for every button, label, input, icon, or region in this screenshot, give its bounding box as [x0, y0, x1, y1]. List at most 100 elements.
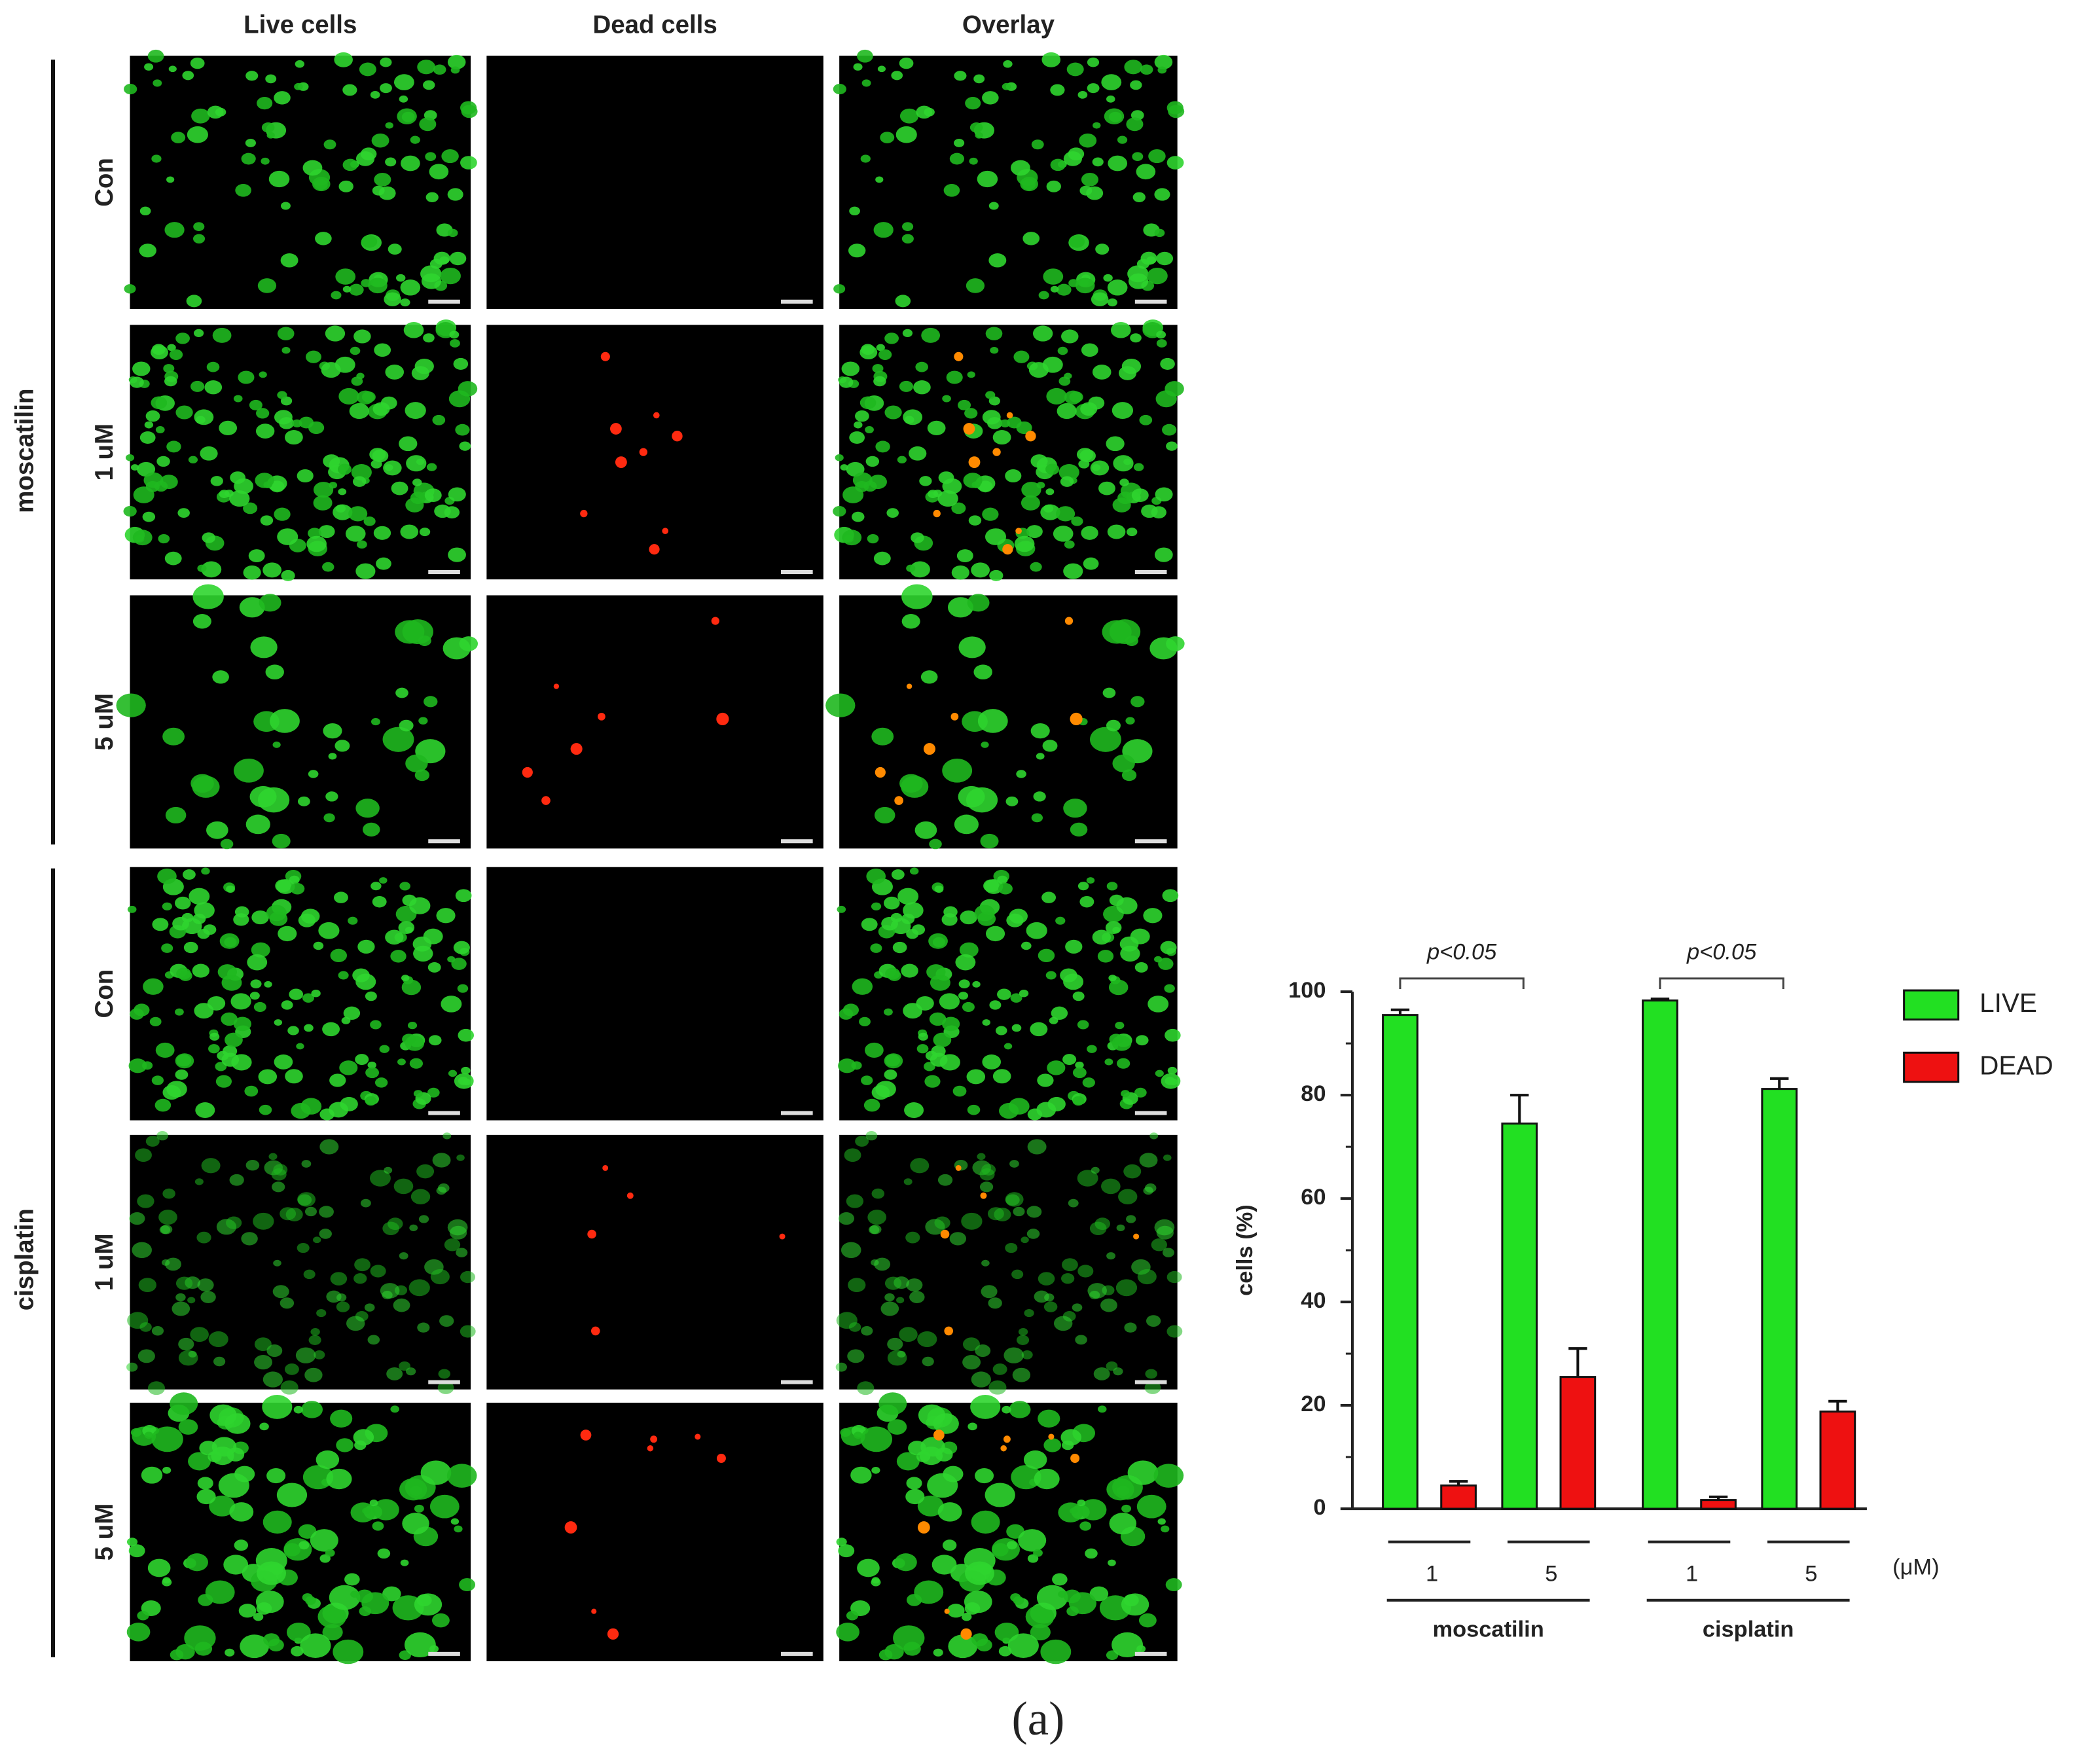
live-cell	[165, 1257, 181, 1271]
live-cell	[384, 1166, 393, 1174]
live-cell	[355, 1054, 369, 1065]
live-cell	[281, 1000, 293, 1010]
live-cell	[126, 1362, 138, 1372]
live-cell	[967, 594, 990, 612]
live-cell	[374, 1077, 388, 1088]
live-cell	[869, 475, 887, 490]
live-cell	[268, 1153, 278, 1161]
live-cell	[255, 473, 274, 488]
live-cell	[1009, 1401, 1031, 1418]
live-cell	[1087, 57, 1100, 67]
live-cell	[196, 1488, 216, 1505]
live-cell	[399, 882, 410, 891]
live-cell	[329, 1073, 346, 1087]
live-cell	[313, 495, 333, 511]
live-cell	[454, 1525, 463, 1533]
live-cell	[942, 478, 962, 494]
live-cell	[269, 911, 288, 926]
live-cell	[261, 122, 275, 133]
live-cell	[147, 1381, 166, 1395]
live-cell	[343, 1006, 361, 1020]
live-cell	[438, 1369, 451, 1379]
cells	[836, 1392, 1184, 1665]
live-cell	[1050, 84, 1065, 96]
dead-cell	[541, 796, 551, 805]
live-cell	[192, 614, 211, 629]
live-cell	[162, 1188, 175, 1199]
live-cell	[947, 597, 973, 618]
live-cell	[837, 905, 846, 913]
live-cell	[859, 396, 877, 410]
live-cell	[410, 135, 420, 144]
live-cell	[1028, 362, 1049, 378]
live-cell	[887, 1419, 907, 1435]
live-cell	[842, 486, 864, 503]
live-cell	[353, 329, 371, 344]
live-cell	[240, 1634, 270, 1659]
live-cell	[273, 1259, 281, 1267]
live-cell	[956, 549, 973, 563]
live-cell	[877, 65, 886, 73]
live-cell	[462, 1078, 471, 1086]
live-cell	[431, 1613, 450, 1628]
live-cell	[262, 1371, 283, 1388]
live-cell	[338, 387, 359, 405]
live-cell	[948, 1634, 978, 1659]
live-cell	[251, 910, 269, 925]
live-cell	[1057, 283, 1072, 296]
live-cell	[330, 1409, 353, 1428]
live-cell	[927, 420, 946, 435]
live-cell	[265, 664, 284, 680]
live-cell	[192, 963, 209, 978]
live-cell	[922, 1356, 934, 1367]
live-cell	[975, 1467, 994, 1484]
live-cell	[841, 1242, 861, 1259]
live-cell	[1043, 1438, 1062, 1452]
live-cell	[164, 222, 185, 238]
live-cell	[418, 635, 431, 646]
live-cell	[971, 562, 990, 578]
live-cell	[259, 1422, 269, 1431]
live-cell	[982, 91, 999, 105]
live-cell	[285, 1069, 303, 1084]
live-cell	[836, 1623, 859, 1642]
live-cell	[1154, 188, 1170, 201]
live-cell	[1151, 1238, 1167, 1251]
live-cell	[884, 1053, 903, 1069]
live-cell	[962, 1355, 981, 1370]
live-cell	[886, 508, 899, 518]
live-cell	[971, 1633, 988, 1647]
live-cell	[973, 664, 992, 680]
live-cell	[220, 838, 234, 850]
live-cell	[1019, 989, 1029, 998]
live-cell	[165, 806, 187, 824]
live-cell	[887, 1337, 903, 1351]
live-cell	[998, 883, 1013, 895]
live-cell	[1121, 1504, 1132, 1513]
live-cell	[1083, 557, 1099, 570]
live-cell	[175, 405, 193, 420]
live-cell	[906, 1477, 922, 1490]
live-cell	[393, 1178, 414, 1195]
live-cell	[1000, 419, 1011, 427]
live-cell	[1162, 1248, 1174, 1257]
live-cell	[310, 1327, 320, 1336]
live-cell	[1164, 984, 1175, 993]
scale-bar	[1134, 839, 1167, 844]
live-cell	[197, 929, 210, 939]
live-cell	[208, 1044, 220, 1054]
live-cell	[258, 1069, 278, 1085]
live-cell	[1126, 117, 1144, 132]
live-cell	[365, 991, 377, 1001]
live-cell	[304, 1206, 317, 1217]
live-cell	[336, 1438, 354, 1452]
live-cell	[272, 741, 281, 748]
live-cell	[1025, 1605, 1055, 1629]
live-cell	[857, 49, 873, 63]
live-cell	[330, 948, 347, 962]
column-header: Overlay	[962, 11, 1055, 39]
live-cell	[866, 868, 886, 884]
live-cell	[346, 1316, 365, 1331]
live-cell	[201, 561, 222, 578]
live-cell	[910, 561, 930, 578]
